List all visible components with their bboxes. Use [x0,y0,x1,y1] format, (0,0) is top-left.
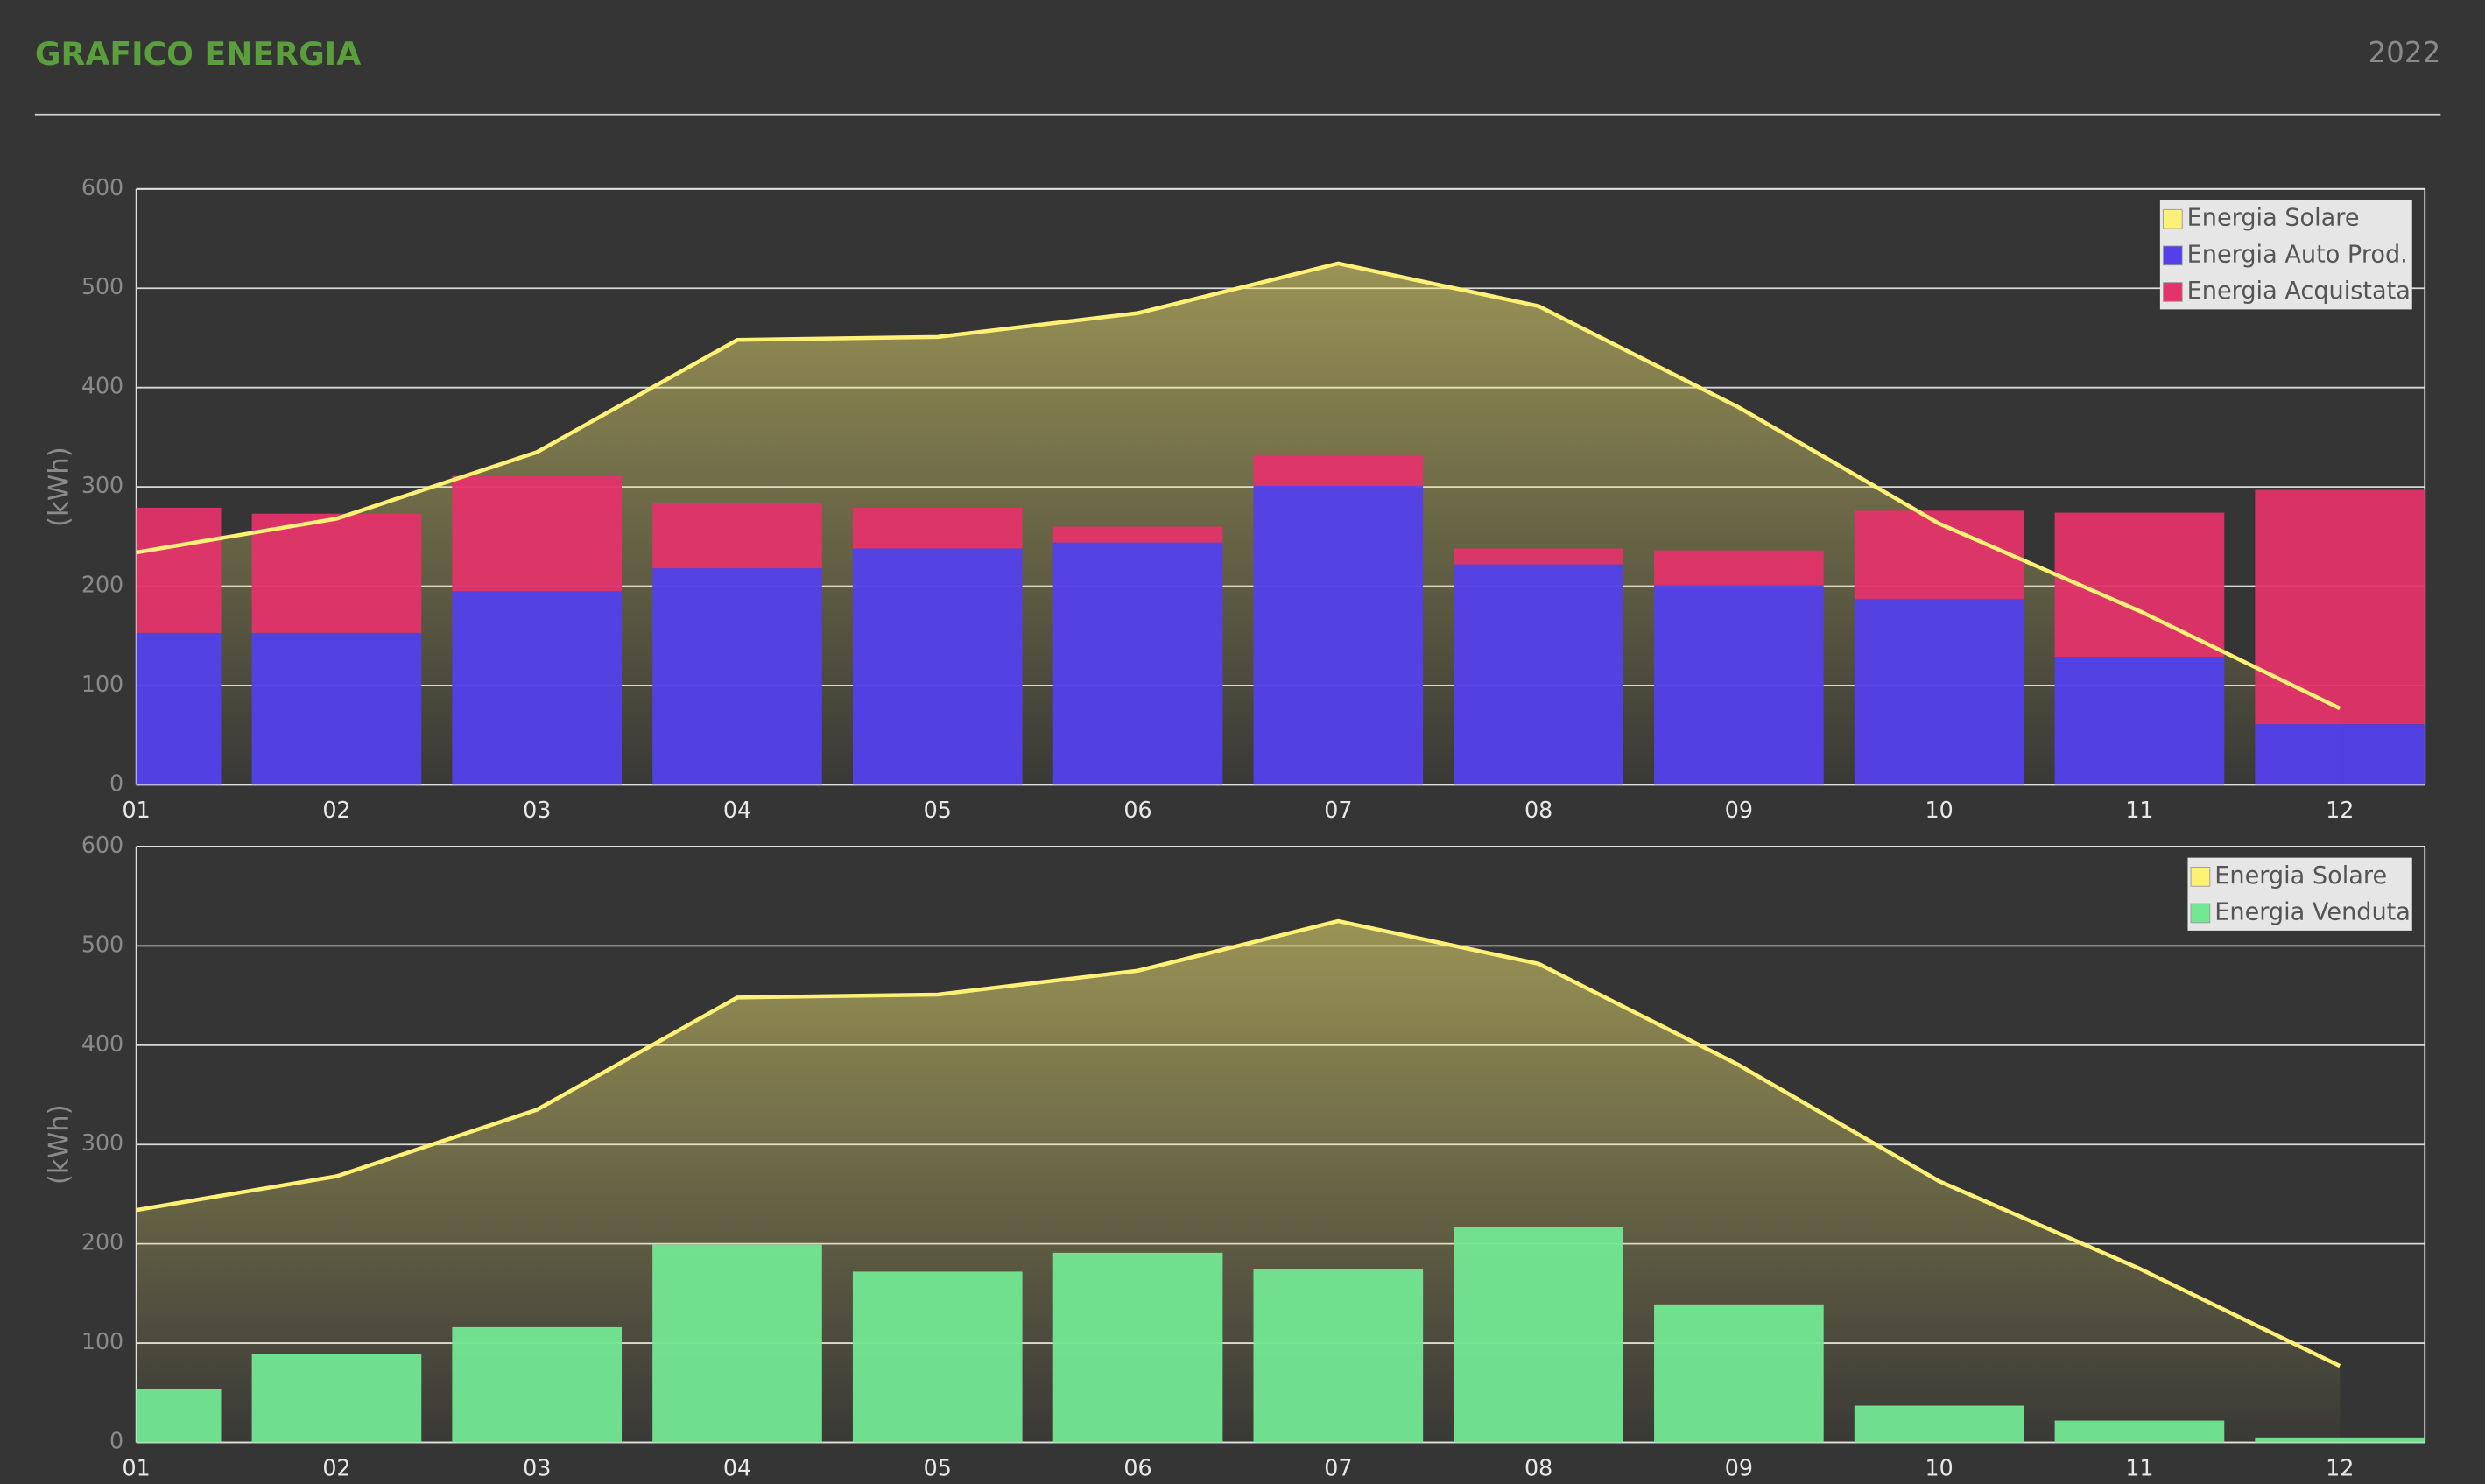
x-tick-label: 12 [2326,797,2354,823]
x-tick-label: 07 [1324,1454,1352,1480]
x-tick-label: 07 [1324,797,1352,823]
x-tick-label: 03 [523,797,551,823]
bar [1454,564,1623,785]
chart: 0 100 200 300 400 500 600 (kWh) 01 02 03 04 05 06 07 08… [43,832,2426,1480]
bar [2054,1420,2225,1443]
bar [1253,1269,1424,1443]
x-tick-label: 01 [123,1454,151,1480]
legend: Energia Solare Energia Auto Prod. Energia … [2159,200,2412,310]
bar [452,591,623,785]
bar [852,548,1023,785]
x-tick-label: 01 [123,797,151,823]
y-tick-label: 500 [81,273,123,299]
bar [1654,1304,1824,1443]
legend-label: Energia Venduta [2214,898,2411,925]
y-tick-label: 400 [81,373,123,399]
bar [1253,485,1424,785]
line [136,918,2341,1368]
y-tick-label: 300 [81,1129,123,1156]
y-axis-label: (kWh) [43,1104,74,1185]
bar [1052,1252,1223,1443]
bar [1052,526,1223,543]
y-tick-label: 600 [81,174,123,200]
x-tick-label: 10 [1925,797,1954,823]
bar [1854,1405,2024,1443]
y-tick-label: 400 [81,1030,123,1057]
legend-label: Energia Solare [2187,205,2360,232]
bar [2255,724,2425,785]
x-tick-label: 08 [1524,797,1552,823]
x-tick-label: 03 [523,1454,551,1480]
bar [652,503,822,569]
bar [251,1354,422,1443]
bar [1454,548,1623,565]
bar [852,1271,1023,1443]
bar [652,1244,822,1443]
bar [1854,599,2024,785]
bar [1654,550,1824,586]
bar [652,568,822,785]
bar [251,632,422,785]
bar [1052,542,1223,785]
y-tick-label: 300 [81,472,123,498]
y-tick-label: 100 [81,1328,123,1354]
legend-box [2187,857,2412,931]
plot-area [136,918,2425,1443]
x-tick-label: 09 [1725,797,1753,823]
legend-swatch [2190,867,2211,887]
bar [2255,489,2425,725]
legend-swatch [2163,208,2183,229]
x-tick-label: 04 [723,797,751,823]
legend-label: Energia Acquistata [2187,278,2411,305]
x-tick-label: 08 [1524,1454,1552,1480]
y-tick-label: 500 [81,931,123,957]
year: 2022 [2368,36,2440,69]
x-tick-label: 05 [924,797,952,823]
x-tick-label: 10 [1925,1454,1954,1480]
bar [2054,657,2225,785]
y-tick-label: 100 [81,671,123,697]
legend-swatch [2163,282,2183,302]
bar [852,507,1023,549]
x-tick-label: 09 [1725,1454,1753,1480]
y-tick-label: 600 [81,832,123,858]
x-tick-label: 06 [1123,1454,1151,1480]
line [136,261,2341,711]
y-tick-label: 200 [81,1229,123,1255]
x-tick-label: 04 [723,1454,751,1480]
bar [1454,1227,1623,1443]
bar [1654,585,1824,785]
y-axis-label: (kWh) [43,447,74,527]
bar [452,1326,623,1443]
legend-swatch [2163,245,2183,266]
x-tick-label: 06 [1123,797,1151,823]
x-tick-label: 02 [322,797,350,823]
bar [452,475,623,592]
x-tick-label: 02 [322,1454,350,1480]
bar [136,1389,222,1443]
bar [136,507,222,633]
bar [136,632,222,785]
legend-label: Energia Solare [2214,862,2387,890]
bar [1253,454,1424,486]
y-tick-label: 0 [109,1427,123,1453]
y-tick-label: 200 [81,572,123,598]
x-tick-label: 11 [2125,797,2153,823]
legend-swatch [2190,903,2211,924]
bar [2255,1437,2425,1443]
title: GRAFICO ENERGIA [35,35,361,73]
legend: Energia Solare Energia Venduta [2187,857,2412,931]
x-tick-label: 12 [2326,1454,2354,1480]
legend-label: Energia Auto Prod. [2187,241,2408,268]
plot-area [136,261,2425,785]
x-tick-label: 11 [2125,1454,2153,1480]
chart: 0 100 200 300 400 500 600 (kWh) 01 02 03 04 05 06 07 08… [43,174,2426,823]
x-tick-label: 05 [924,1454,952,1480]
bar [251,513,422,633]
legend-box [2159,200,2412,310]
y-tick-label: 0 [109,770,123,796]
